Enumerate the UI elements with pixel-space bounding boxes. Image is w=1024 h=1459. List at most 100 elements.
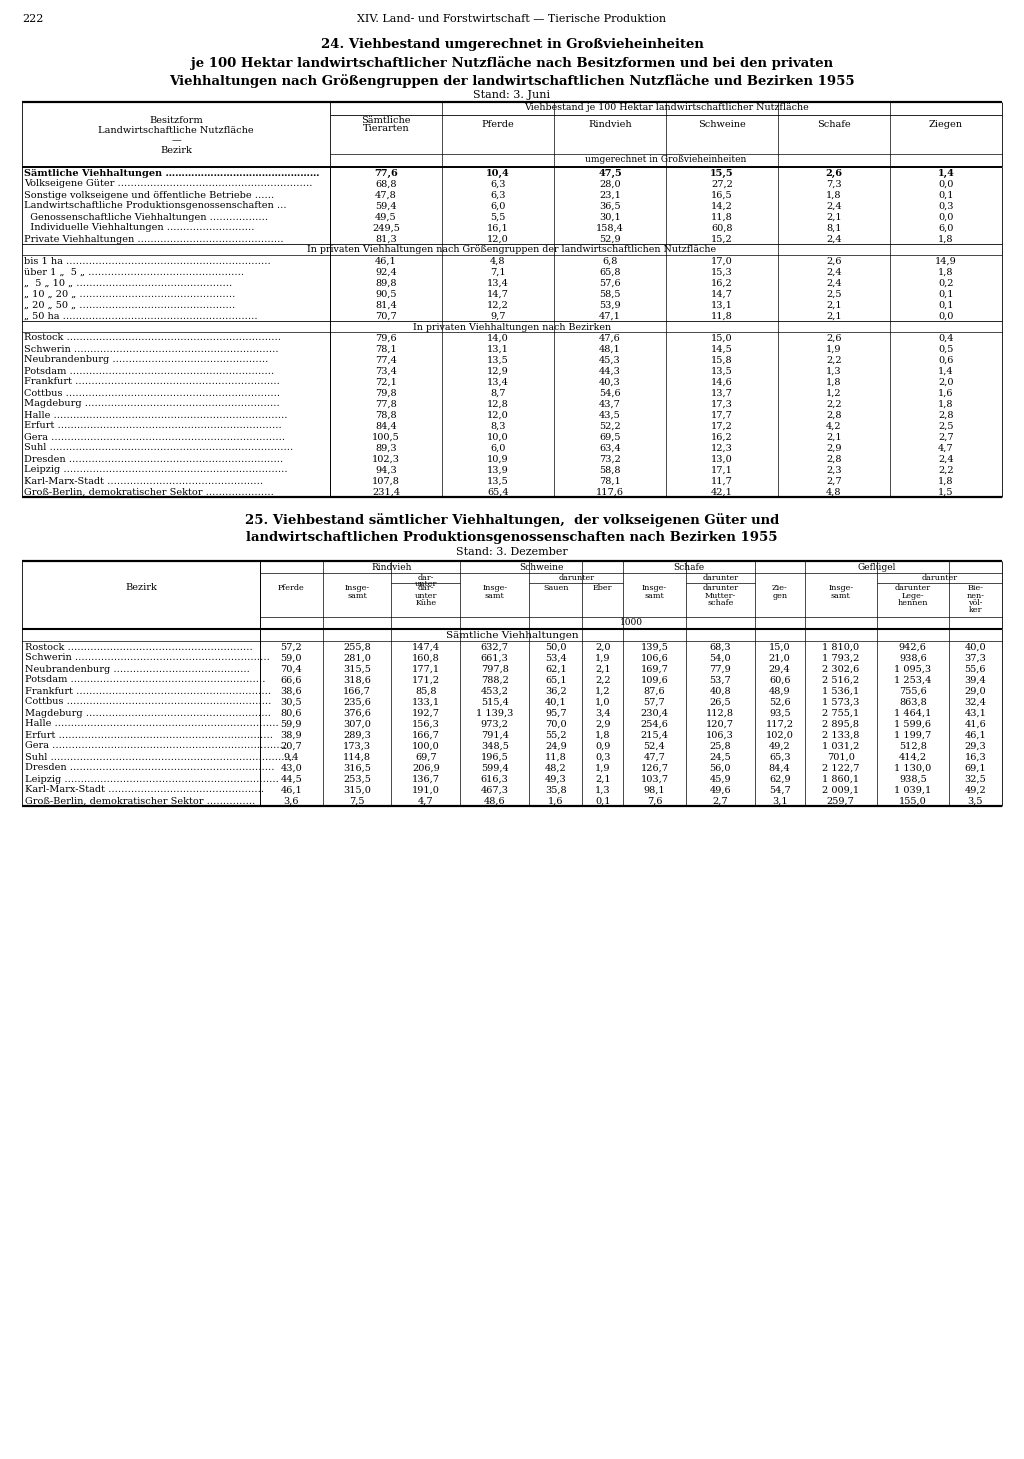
Text: 17,2: 17,2 bbox=[711, 422, 733, 430]
Text: 16,5: 16,5 bbox=[712, 191, 733, 200]
Text: 46,1: 46,1 bbox=[375, 257, 397, 266]
Text: 49,2: 49,2 bbox=[965, 785, 986, 795]
Text: 46,1: 46,1 bbox=[965, 731, 986, 740]
Text: 0,3: 0,3 bbox=[595, 753, 610, 762]
Text: 77,6: 77,6 bbox=[374, 168, 398, 178]
Text: 48,1: 48,1 bbox=[599, 344, 621, 353]
Text: 255,8: 255,8 bbox=[343, 642, 371, 652]
Text: 68,3: 68,3 bbox=[710, 642, 731, 652]
Text: 55,2: 55,2 bbox=[545, 731, 566, 740]
Text: 73,2: 73,2 bbox=[599, 455, 621, 464]
Text: 25. Viehbestand sämtlicher Viehhaltungen,  der volkseigenen Güter und: 25. Viehbestand sämtlicher Viehhaltungen… bbox=[245, 514, 779, 527]
Text: 1 199,7: 1 199,7 bbox=[894, 731, 932, 740]
Text: 11,8: 11,8 bbox=[545, 753, 566, 762]
Text: Karl-Marx-Stadt …………………………………………: Karl-Marx-Stadt ………………………………………… bbox=[25, 785, 264, 795]
Text: 56,0: 56,0 bbox=[710, 763, 731, 772]
Text: 12,0: 12,0 bbox=[487, 410, 509, 420]
Text: 58,8: 58,8 bbox=[599, 465, 621, 474]
Text: 49,5: 49,5 bbox=[375, 213, 397, 222]
Text: völ-: völ- bbox=[968, 600, 983, 607]
Text: 1,2: 1,2 bbox=[826, 388, 842, 397]
Text: unter: unter bbox=[415, 581, 437, 588]
Text: 192,7: 192,7 bbox=[412, 709, 440, 718]
Text: 15,0: 15,0 bbox=[769, 642, 791, 652]
Text: 1,5: 1,5 bbox=[938, 487, 953, 496]
Text: umgerechnet in Großvieheinheiten: umgerechnet in Großvieheinheiten bbox=[586, 155, 746, 163]
Text: 177,1: 177,1 bbox=[412, 664, 440, 674]
Text: 139,5: 139,5 bbox=[641, 642, 669, 652]
Text: 78,8: 78,8 bbox=[375, 410, 397, 420]
Text: Viehbestand je 100 Hektar landwirtschaftlicher Nutzfläche: Viehbestand je 100 Hektar landwirtschaft… bbox=[523, 104, 808, 112]
Text: 77,4: 77,4 bbox=[375, 356, 397, 365]
Text: 81,4: 81,4 bbox=[375, 301, 397, 309]
Text: 69,5: 69,5 bbox=[599, 432, 621, 442]
Text: 6,0: 6,0 bbox=[490, 201, 506, 210]
Text: 60,8: 60,8 bbox=[712, 223, 733, 232]
Text: 231,4: 231,4 bbox=[372, 487, 400, 496]
Text: 14,6: 14,6 bbox=[711, 378, 733, 387]
Text: hennen: hennen bbox=[897, 600, 928, 607]
Text: 28,0: 28,0 bbox=[599, 179, 621, 188]
Text: 16,2: 16,2 bbox=[711, 279, 733, 287]
Text: 133,1: 133,1 bbox=[412, 697, 440, 706]
Text: 2,1: 2,1 bbox=[826, 312, 842, 321]
Text: 49,6: 49,6 bbox=[710, 785, 731, 795]
Text: Halle ……………………………………………………………: Halle …………………………………………………………… bbox=[25, 719, 279, 728]
Text: 2,5: 2,5 bbox=[938, 422, 953, 430]
Text: 77,9: 77,9 bbox=[710, 664, 731, 674]
Text: 259,7: 259,7 bbox=[826, 797, 855, 805]
Text: 57,6: 57,6 bbox=[599, 279, 621, 287]
Text: 80,6: 80,6 bbox=[281, 709, 302, 718]
Text: 47,5: 47,5 bbox=[598, 168, 622, 178]
Text: 15,3: 15,3 bbox=[711, 267, 733, 277]
Text: 0,3: 0,3 bbox=[938, 201, 953, 210]
Text: 13,1: 13,1 bbox=[487, 344, 509, 353]
Text: Lege-: Lege- bbox=[901, 591, 924, 600]
Text: 52,4: 52,4 bbox=[644, 741, 666, 750]
Text: 17,7: 17,7 bbox=[711, 410, 733, 420]
Text: 4,2: 4,2 bbox=[826, 422, 842, 430]
Text: 0,4: 0,4 bbox=[938, 334, 953, 343]
Text: 2,9: 2,9 bbox=[826, 444, 842, 452]
Text: 2 895,8: 2 895,8 bbox=[822, 719, 859, 728]
Text: 136,7: 136,7 bbox=[412, 775, 440, 783]
Text: „  5 „ 10 „ …………………………………………: „ 5 „ 10 „ ………………………………………… bbox=[24, 279, 232, 287]
Text: 1,9: 1,9 bbox=[826, 344, 842, 353]
Text: 2,1: 2,1 bbox=[595, 664, 610, 674]
Text: gen: gen bbox=[772, 591, 787, 600]
Text: 15,0: 15,0 bbox=[712, 334, 733, 343]
Text: 196,5: 196,5 bbox=[481, 753, 509, 762]
Text: 938,5: 938,5 bbox=[899, 775, 927, 783]
Text: nen-: nen- bbox=[967, 591, 984, 600]
Text: 7,3: 7,3 bbox=[826, 179, 842, 188]
Text: 863,8: 863,8 bbox=[899, 697, 927, 706]
Text: 40,0: 40,0 bbox=[965, 642, 986, 652]
Text: In privaten Viehhaltungen nach Größengruppen der landwirtschaftlichen Nutzfläche: In privaten Viehhaltungen nach Größengru… bbox=[307, 245, 717, 254]
Text: 126,7: 126,7 bbox=[640, 763, 669, 772]
Text: 11,8: 11,8 bbox=[711, 312, 733, 321]
Text: 9,7: 9,7 bbox=[490, 312, 506, 321]
Text: 2,2: 2,2 bbox=[595, 676, 610, 684]
Text: darunter: darunter bbox=[702, 584, 738, 592]
Text: 98,1: 98,1 bbox=[644, 785, 666, 795]
Text: 43,1: 43,1 bbox=[965, 709, 986, 718]
Text: 70,7: 70,7 bbox=[375, 312, 397, 321]
Text: 1,8: 1,8 bbox=[938, 400, 953, 409]
Text: 1 130,0: 1 130,0 bbox=[894, 763, 932, 772]
Text: 44,5: 44,5 bbox=[281, 775, 302, 783]
Text: Private Viehhaltungen ………………………………………: Private Viehhaltungen ……………………………………… bbox=[24, 235, 284, 244]
Text: 973,2: 973,2 bbox=[481, 719, 509, 728]
Text: 2,8: 2,8 bbox=[826, 410, 842, 420]
Text: 32,4: 32,4 bbox=[965, 697, 986, 706]
Text: 48,2: 48,2 bbox=[545, 763, 566, 772]
Text: Mutter-: Mutter- bbox=[705, 591, 736, 600]
Text: 797,8: 797,8 bbox=[481, 664, 509, 674]
Text: 117,6: 117,6 bbox=[596, 487, 624, 496]
Text: 65,4: 65,4 bbox=[487, 487, 509, 496]
Text: 79,8: 79,8 bbox=[375, 388, 397, 397]
Text: 2,6: 2,6 bbox=[826, 334, 842, 343]
Text: 1,8: 1,8 bbox=[938, 235, 953, 244]
Text: 65,1: 65,1 bbox=[545, 676, 566, 684]
Text: 3,6: 3,6 bbox=[284, 797, 299, 805]
Text: 17,3: 17,3 bbox=[711, 400, 733, 409]
